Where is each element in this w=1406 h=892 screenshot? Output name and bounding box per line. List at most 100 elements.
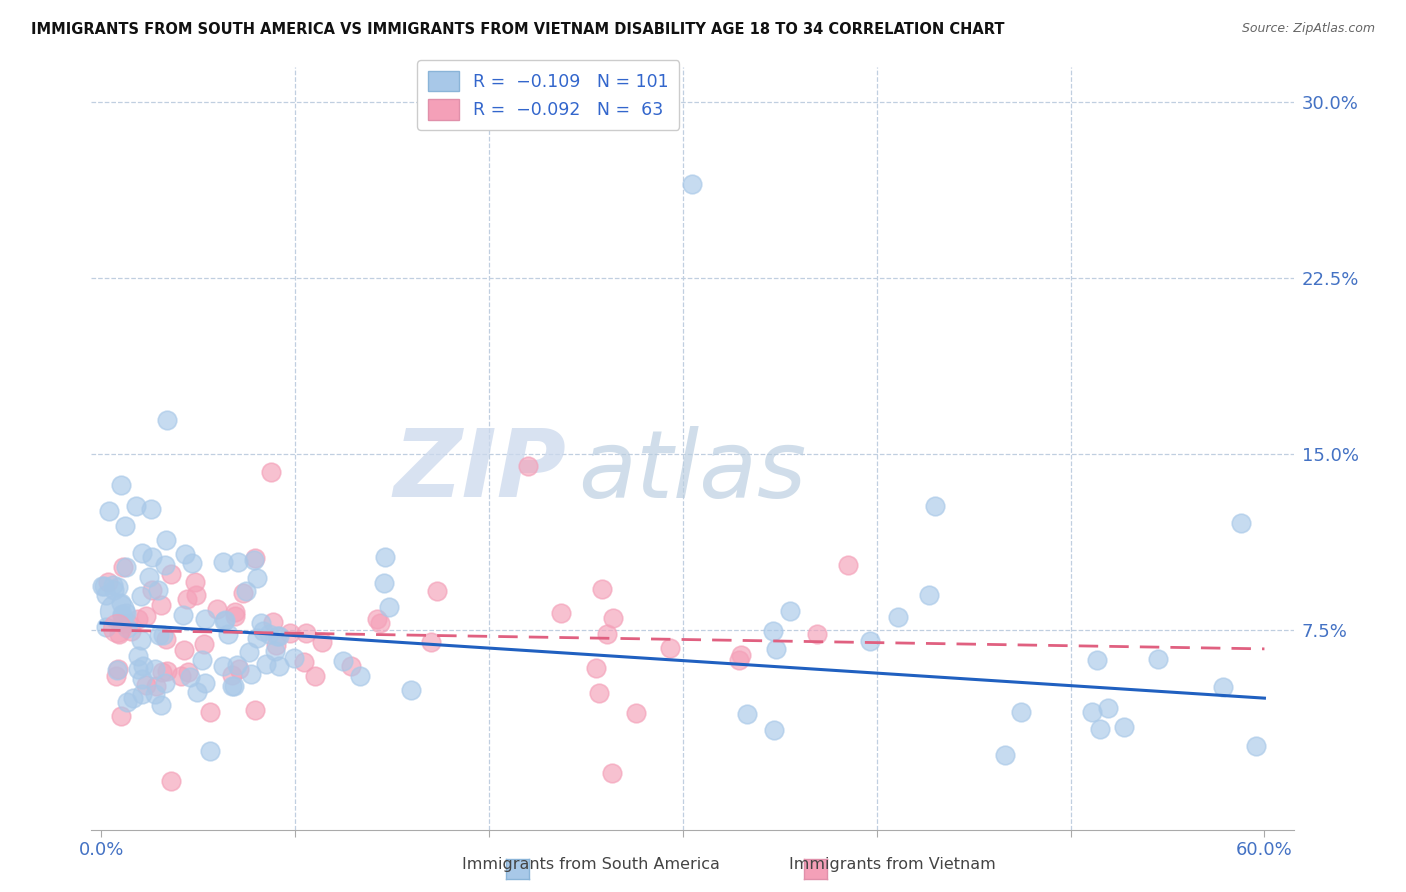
Point	[245, 550, 267, 565]
Point	[135, 678, 157, 692]
Point	[226, 555, 249, 569]
Point	[111, 608, 134, 623]
Point	[426, 583, 449, 598]
Point	[1246, 739, 1268, 753]
Point	[107, 580, 129, 594]
Point	[148, 583, 170, 598]
Point	[727, 653, 749, 667]
Text: Immigrants from South America: Immigrants from South America	[461, 857, 720, 872]
Point	[278, 625, 301, 640]
Point	[150, 698, 173, 713]
Point	[1097, 701, 1119, 715]
Point	[155, 664, 177, 678]
Point	[112, 559, 135, 574]
Point	[243, 553, 266, 567]
Point	[212, 658, 235, 673]
Point	[763, 723, 786, 737]
Point	[97, 575, 120, 590]
Point	[141, 582, 163, 597]
Point	[246, 571, 269, 585]
Point	[153, 676, 176, 690]
Point	[238, 645, 260, 659]
Point	[193, 638, 215, 652]
Point	[250, 615, 273, 630]
Point	[267, 629, 290, 643]
Point	[246, 631, 269, 645]
Point	[205, 602, 228, 616]
Point	[1088, 722, 1111, 736]
Point	[155, 412, 177, 426]
Point	[259, 627, 281, 641]
Point	[224, 605, 246, 619]
Point	[145, 680, 167, 694]
Point	[177, 665, 200, 679]
Point	[155, 632, 177, 647]
Point	[1081, 705, 1104, 719]
Point	[806, 627, 828, 641]
Text: Immigrants from Vietnam: Immigrants from Vietnam	[789, 857, 997, 872]
Point	[730, 648, 752, 662]
Point	[259, 466, 281, 480]
Point	[224, 608, 246, 623]
Point	[228, 662, 250, 676]
Point	[131, 687, 153, 701]
Point	[1146, 652, 1168, 666]
Point	[111, 607, 134, 622]
Point	[115, 560, 138, 574]
Point	[172, 608, 194, 623]
Point	[1230, 516, 1253, 531]
Point	[194, 676, 217, 690]
Point	[111, 616, 134, 631]
Point	[101, 577, 124, 591]
Point	[232, 586, 254, 600]
Point	[96, 620, 118, 634]
Point	[143, 688, 166, 702]
Point	[110, 477, 132, 491]
Point	[212, 614, 235, 628]
Point	[117, 621, 139, 635]
Point	[127, 649, 149, 664]
Point	[420, 635, 443, 649]
Point	[245, 703, 267, 717]
Point	[108, 626, 131, 640]
Point	[186, 684, 208, 698]
Point	[602, 611, 624, 625]
Point	[263, 644, 285, 658]
Point	[114, 519, 136, 533]
Point	[550, 606, 572, 620]
Point	[190, 653, 212, 667]
Point	[110, 709, 132, 723]
Point	[267, 659, 290, 673]
Point	[150, 665, 173, 680]
Point	[624, 706, 647, 720]
Point	[765, 642, 787, 657]
Point	[266, 630, 288, 644]
Text: atlas: atlas	[578, 425, 807, 516]
Point	[252, 624, 274, 638]
Point	[283, 651, 305, 665]
Point	[94, 588, 117, 602]
Point	[377, 600, 399, 615]
Point	[90, 578, 112, 592]
Point	[103, 582, 125, 597]
Point	[292, 655, 315, 669]
Text: Source: ZipAtlas.com: Source: ZipAtlas.com	[1241, 22, 1375, 36]
Point	[141, 550, 163, 565]
Point	[225, 658, 247, 673]
Point	[184, 575, 207, 590]
Point	[138, 570, 160, 584]
Point	[148, 628, 170, 642]
Point	[105, 621, 128, 635]
Legend: R =  −0.109   N = 101, R =  −0.092   N =  63: R = −0.109 N = 101, R = −0.092 N = 63	[418, 61, 679, 130]
Point	[129, 589, 152, 603]
Point	[596, 627, 619, 641]
Point	[681, 178, 703, 192]
Point	[735, 707, 758, 722]
Point	[837, 558, 859, 572]
Point	[761, 624, 783, 639]
Point	[217, 627, 239, 641]
Point	[179, 670, 201, 684]
Text: ZIP: ZIP	[394, 425, 567, 517]
Point	[143, 662, 166, 676]
Point	[399, 683, 422, 698]
